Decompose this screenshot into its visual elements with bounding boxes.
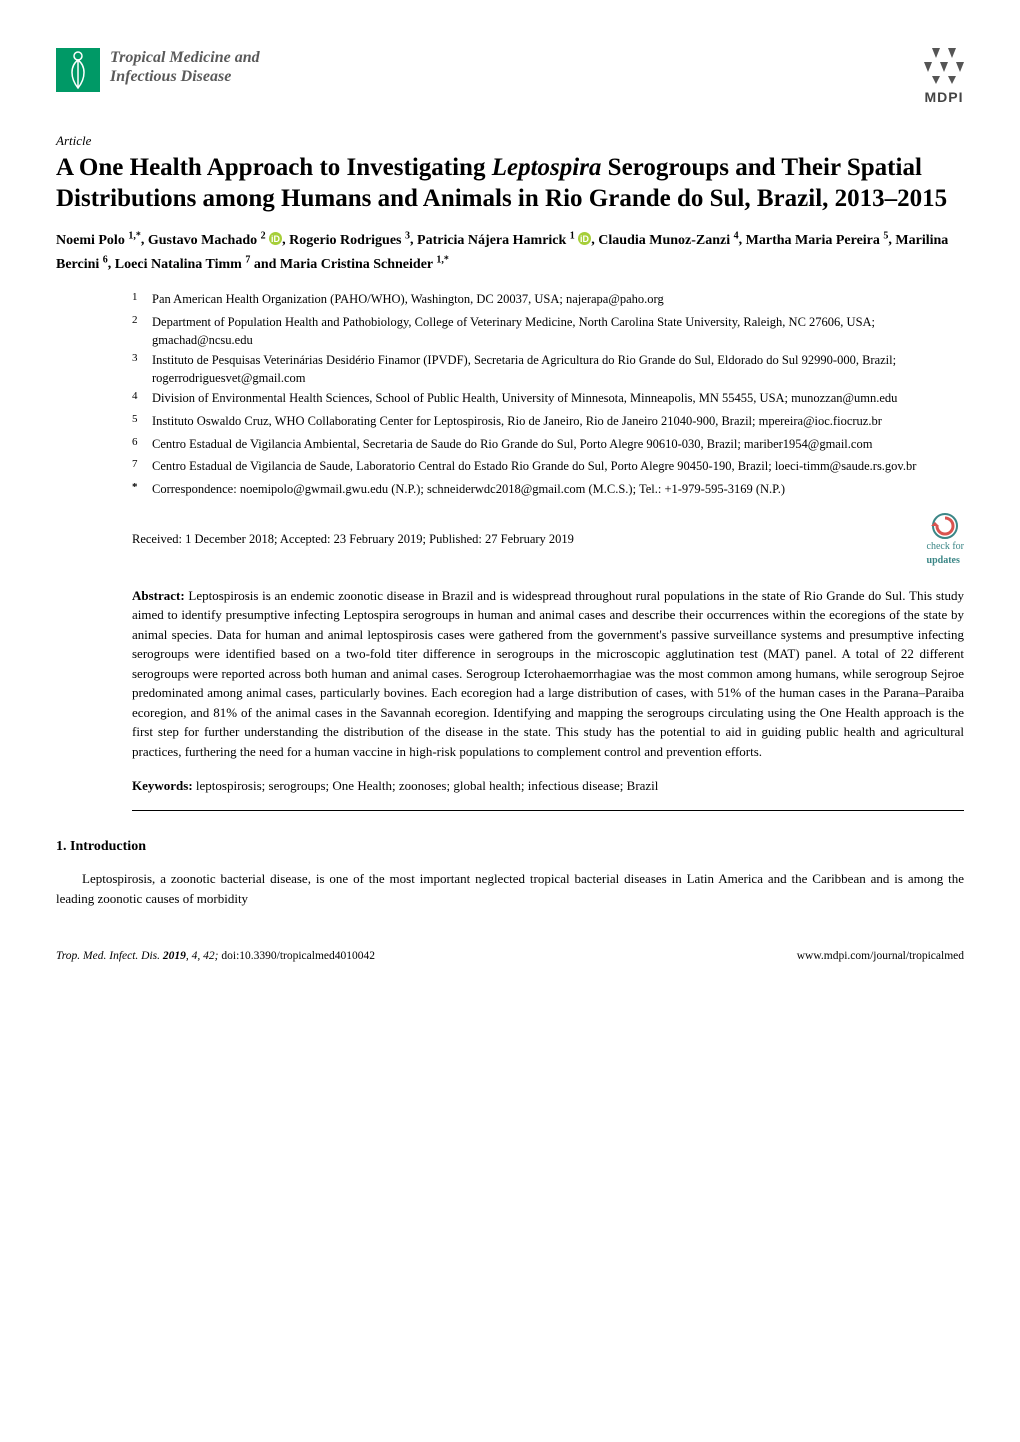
affiliation: 7Centro Estadual de Vigilancia de Saude,… [132, 457, 964, 478]
footer-citation: Trop. Med. Infect. Dis. 2019, 4, 42; doi… [56, 948, 375, 964]
affiliation: 5Instituto Oswaldo Cruz, WHO Collaborati… [132, 412, 964, 433]
keywords-label: Keywords: [132, 778, 193, 793]
page-footer: Trop. Med. Infect. Dis. 2019, 4, 42; doi… [56, 948, 964, 964]
publisher-logo: MDPI [924, 48, 964, 108]
author: Patricia Nájera Hamrick 1 iD [417, 233, 591, 248]
check-updates-label: check forupdates [927, 540, 964, 568]
dates-text: Received: 1 December 2018; Accepted: 23 … [132, 531, 574, 549]
mdpi-logo-icon [924, 48, 964, 84]
author: Noemi Polo 1,* [56, 233, 141, 248]
svg-text:iD: iD [271, 234, 280, 244]
dates-row: Received: 1 December 2018; Accepted: 23 … [132, 512, 964, 568]
author: Martha Maria Pereira 5 [746, 233, 889, 248]
affiliation: 4Division of Environmental Health Scienc… [132, 389, 964, 410]
affiliation: 6Centro Estadual de Vigilancia Ambiental… [132, 435, 964, 456]
author: Loeci Natalina Timm 7 [115, 257, 251, 272]
article-type: Article [56, 132, 964, 150]
check-for-updates-badge[interactable]: check forupdates [927, 512, 964, 568]
author: Rogerio Rodrigues 3 [289, 233, 410, 248]
orcid-icon: iD [578, 232, 591, 245]
check-updates-icon [931, 512, 959, 540]
authors-line: Noemi Polo 1,*, Gustavo Machado 2 iD, Ro… [56, 228, 964, 276]
journal-block: Tropical Medicine and Infectious Disease [56, 48, 280, 92]
author: Gustavo Machado 2 iD [148, 233, 282, 248]
footer-url: www.mdpi.com/journal/tropicalmed [797, 948, 964, 964]
affiliation-correspondence: *Correspondence: noemipolo@gwmail.gwu.ed… [132, 480, 964, 498]
svg-text:iD: iD [580, 234, 589, 244]
abstract: Abstract: Leptospirosis is an endemic zo… [132, 586, 964, 762]
publisher-name: MDPI [925, 88, 964, 108]
affiliation: 2Department of Population Health and Pat… [132, 313, 964, 349]
author: Claudia Munoz-Zanzi 4 [598, 233, 738, 248]
abstract-text: Leptospirosis is an endemic zoonotic dis… [132, 588, 964, 759]
body-paragraph: Leptospirosis, a zoonotic bacterial dise… [56, 869, 964, 908]
divider [132, 810, 964, 811]
section-heading: 1. Introduction [56, 837, 964, 857]
title-text: A One Health Approach to Investigating L… [56, 154, 947, 212]
keywords-text: leptospirosis; serogroups; One Health; z… [193, 778, 659, 793]
keywords: Keywords: leptospirosis; serogroups; One… [132, 777, 964, 795]
affiliation: 3Instituto de Pesquisas Veterinárias Des… [132, 351, 964, 387]
author: and Maria Cristina Schneider 1,* [254, 257, 449, 272]
journal-name: Tropical Medicine and Infectious Disease [110, 48, 280, 86]
affiliation: 1Pan American Health Organization (PAHO/… [132, 290, 964, 311]
abstract-label: Abstract: [132, 588, 185, 603]
affiliations: 1Pan American Health Organization (PAHO/… [132, 290, 964, 498]
masthead: Tropical Medicine and Infectious Disease… [56, 48, 964, 108]
article-title: A One Health Approach to Investigating L… [56, 152, 964, 215]
orcid-icon: iD [269, 232, 282, 245]
journal-logo-icon [56, 48, 100, 92]
